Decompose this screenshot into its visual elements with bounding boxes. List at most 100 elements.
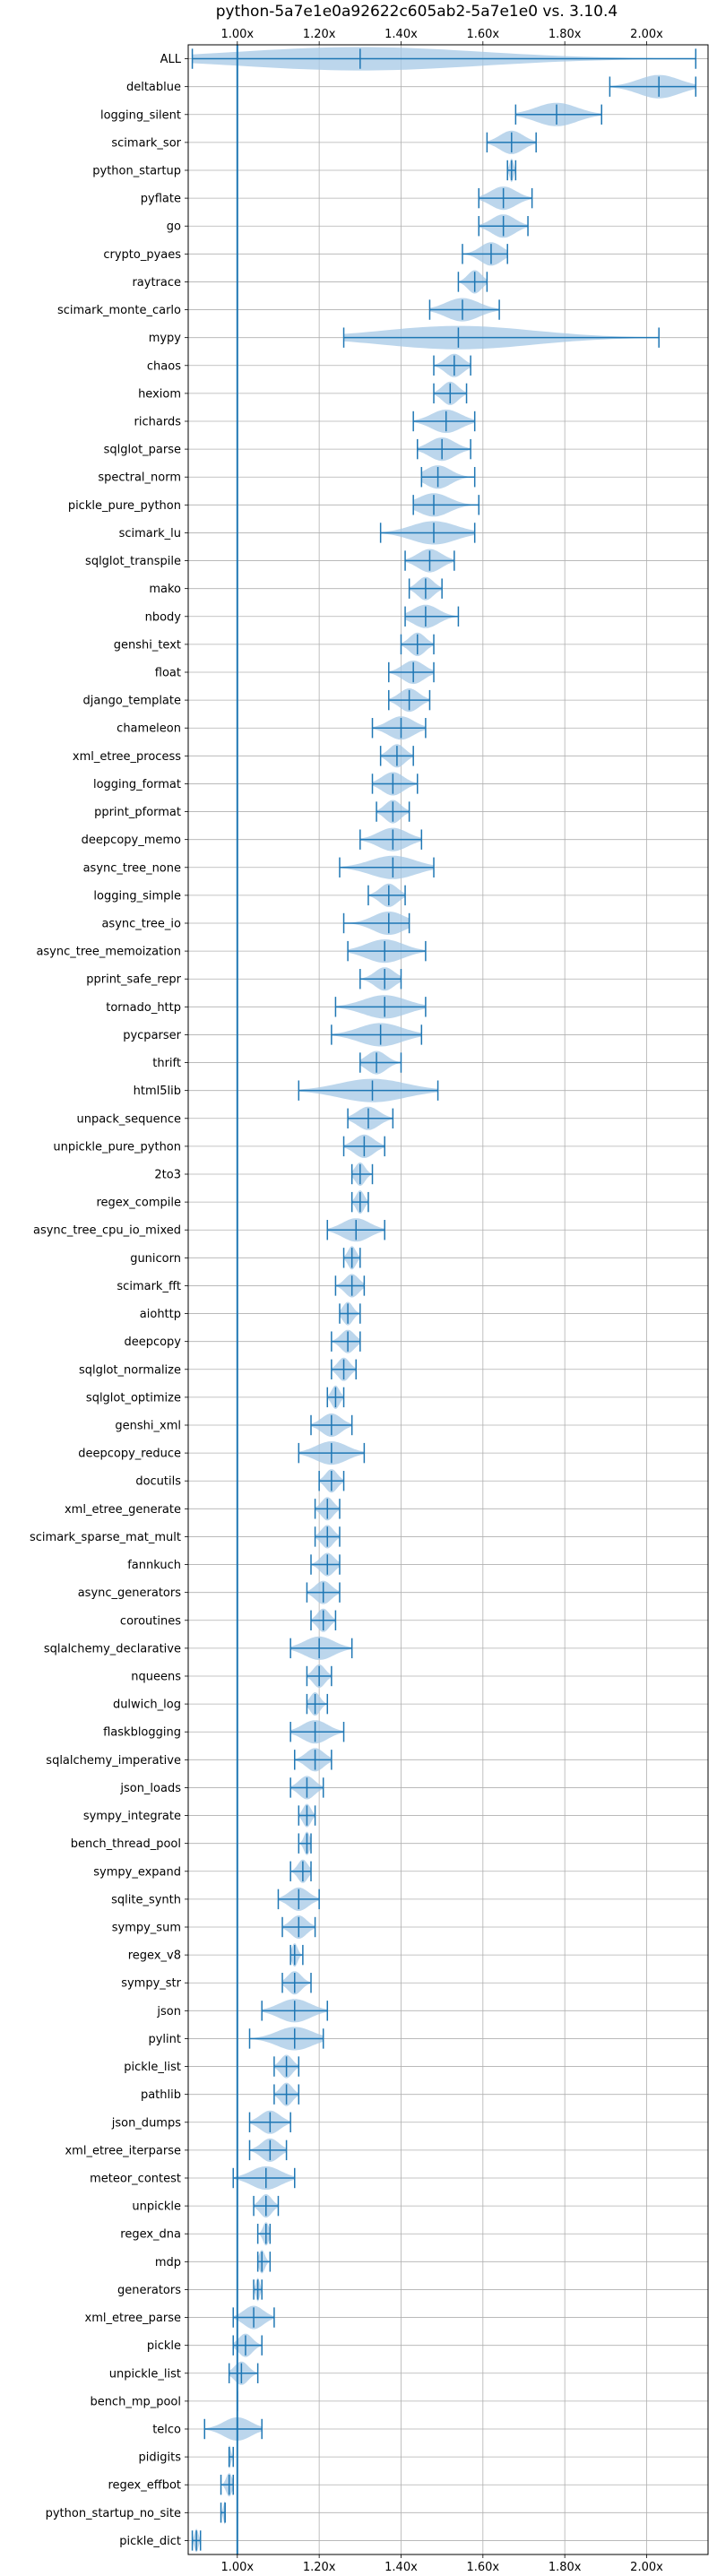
benchmark-label: scimark_fft xyxy=(117,1280,181,1293)
benchmark-label: pathlib xyxy=(141,2088,181,2102)
benchmark-label: sqlglot_transpile xyxy=(85,555,181,568)
benchmark-label: unpack_sequence xyxy=(76,1112,181,1126)
benchmark-label: regex_compile xyxy=(96,1197,181,1210)
benchmark-label: scimark_sor xyxy=(111,136,181,150)
benchmark-label: xml_etree_iterparse xyxy=(65,2144,181,2157)
benchmark-label: deepcopy_reduce xyxy=(78,1448,181,1461)
benchmark-label: sqlalchemy_declarative xyxy=(44,1642,181,1655)
benchmark-label: xml_etree_generate xyxy=(65,1503,181,1517)
benchmark-label: coroutines xyxy=(120,1614,181,1628)
benchmark-label: pickle_pure_python xyxy=(68,499,181,513)
x-tick-label-bottom: 1.80x xyxy=(549,2561,582,2572)
benchmark-label: mypy xyxy=(149,332,182,345)
benchmark-label: pylint xyxy=(148,2033,181,2046)
benchmark-label: sympy_str xyxy=(121,1977,181,1991)
x-tick-label-bottom: 1.00x xyxy=(220,2561,254,2572)
benchmark-label: hexiom xyxy=(138,387,181,401)
violin-layer xyxy=(192,47,696,2553)
benchmark-label: spectral_norm xyxy=(98,471,181,485)
x-tick-label-top: 1.40x xyxy=(384,28,418,41)
benchmark-label: logging_silent xyxy=(100,108,181,122)
benchmark-label: sqlalchemy_imperative xyxy=(46,1754,181,1768)
benchmark-label: scimark_lu xyxy=(119,527,181,540)
x-tick-label-top: 2.00x xyxy=(630,28,663,41)
benchmark-label: async_tree_cpu_io_mixed xyxy=(33,1224,181,1238)
benchmark-label: sqlite_synth xyxy=(111,1893,181,1906)
benchmark-label: sqlglot_optimize xyxy=(86,1391,181,1405)
benchmark-label: deepcopy xyxy=(124,1336,181,1349)
chart-title: python-5a7e1e0a92622c605ab2-5a7e1e0 vs. … xyxy=(216,3,618,21)
benchmark-label: gunicorn xyxy=(130,1252,181,1266)
benchmark-label: fannkuch xyxy=(127,1559,181,1572)
benchmark-label: mako xyxy=(149,583,181,596)
benchmark-label: ALL xyxy=(160,53,182,66)
benchmark-label: bench_mp_pool xyxy=(90,2395,181,2408)
x-tick-label-bottom: 1.20x xyxy=(303,2561,336,2572)
benchmark-label: pickle_list xyxy=(124,2061,181,2074)
plot-frame xyxy=(187,44,709,2555)
benchmark-label: aiohttp xyxy=(140,1308,181,1321)
benchmark-label: nbody xyxy=(145,610,182,624)
benchmark-label: chameleon xyxy=(117,722,181,736)
benchmark-label: telco xyxy=(152,2424,181,2437)
benchmark-label: flaskblogging xyxy=(103,1726,181,1740)
x-tick-label-top: 1.80x xyxy=(549,28,582,41)
benchmark-label: bench_thread_pool xyxy=(71,1837,181,1851)
benchmark-label: pickle_dict xyxy=(119,2535,181,2548)
benchmark-label: json_dumps xyxy=(111,2116,181,2130)
benchmark-label: raytrace xyxy=(132,276,181,290)
benchmark-label: pidigits xyxy=(139,2451,182,2465)
benchmark-label: docutils xyxy=(135,1475,181,1489)
benchmark-label: pycparser xyxy=(123,1029,181,1042)
benchmark-label: json xyxy=(156,2005,181,2018)
whisker-layer xyxy=(191,48,697,2551)
benchmark-label: regex_effbot xyxy=(108,2479,181,2493)
benchmark-label: async_generators xyxy=(78,1586,182,1600)
benchmark-label: nqueens xyxy=(131,1671,181,1684)
benchmark-label: pyflate xyxy=(141,193,181,206)
benchmark-label: meteor_contest xyxy=(90,2173,181,2186)
benchmark-label: html5lib xyxy=(134,1085,181,1098)
benchmark-label: dulwich_log xyxy=(113,1699,181,1712)
benchmark-label: pickle xyxy=(147,2339,181,2353)
benchmark-label: pprint_safe_repr xyxy=(86,973,181,987)
benchmark-label: chaos xyxy=(147,359,181,373)
benchmark-label: regex_dna xyxy=(120,2228,181,2242)
benchmark-label: sympy_integrate xyxy=(83,1810,181,1823)
x-tick-label-bottom: 1.60x xyxy=(466,2561,499,2572)
benchmark-label: 2to3 xyxy=(154,1169,181,1182)
grid-layer xyxy=(188,45,708,2554)
benchmark-label: django_template xyxy=(83,695,181,708)
benchmark-label: xml_etree_process xyxy=(73,750,181,764)
benchmark-label: deltablue xyxy=(126,81,181,94)
benchmark-label: genshi_xml xyxy=(115,1420,181,1433)
label-layer: ALL deltablue logging_silent scimark_sorpyt… xyxy=(30,28,663,2574)
benchmark-label: mdp xyxy=(155,2256,181,2269)
benchmark-label: go xyxy=(167,220,181,234)
x-tick-label-top: 1.00x xyxy=(220,28,254,41)
benchmark-label: logging_format xyxy=(93,778,181,791)
benchmark-label: genshi_text xyxy=(114,638,181,652)
benchmark-label: json_loads xyxy=(119,1782,181,1795)
x-tick-label-top: 1.60x xyxy=(466,28,499,41)
benchmark-label: sqlglot_parse xyxy=(104,444,181,457)
benchmark-label: sympy_sum xyxy=(112,1922,181,1935)
benchmark-label: tornado_http xyxy=(106,1001,181,1015)
benchmark-label: generators xyxy=(117,2284,181,2297)
tick-layer xyxy=(185,41,647,2558)
benchmark-label: richards xyxy=(134,416,182,429)
benchmark-label: regex_v8 xyxy=(128,1949,181,1963)
benchmark-label: xml_etree_parse xyxy=(85,2312,181,2325)
benchmark-label: async_tree_io xyxy=(101,918,181,931)
x-tick-label-bottom: 1.40x xyxy=(384,2561,418,2572)
benchmark-label: float xyxy=(155,667,181,680)
benchmark-label: scimark_monte_carlo xyxy=(57,304,181,317)
benchmark-label: unpickle_list xyxy=(109,2367,181,2381)
benchmark-label: crypto_pyaes xyxy=(103,248,181,262)
benchmark-label: sympy_expand xyxy=(93,1865,181,1879)
benchmark-label: logging_simple xyxy=(93,889,181,903)
benchmark-label: deepcopy_memo xyxy=(82,834,181,847)
benchmark-label: scimark_sparse_mat_mult xyxy=(30,1531,181,1544)
